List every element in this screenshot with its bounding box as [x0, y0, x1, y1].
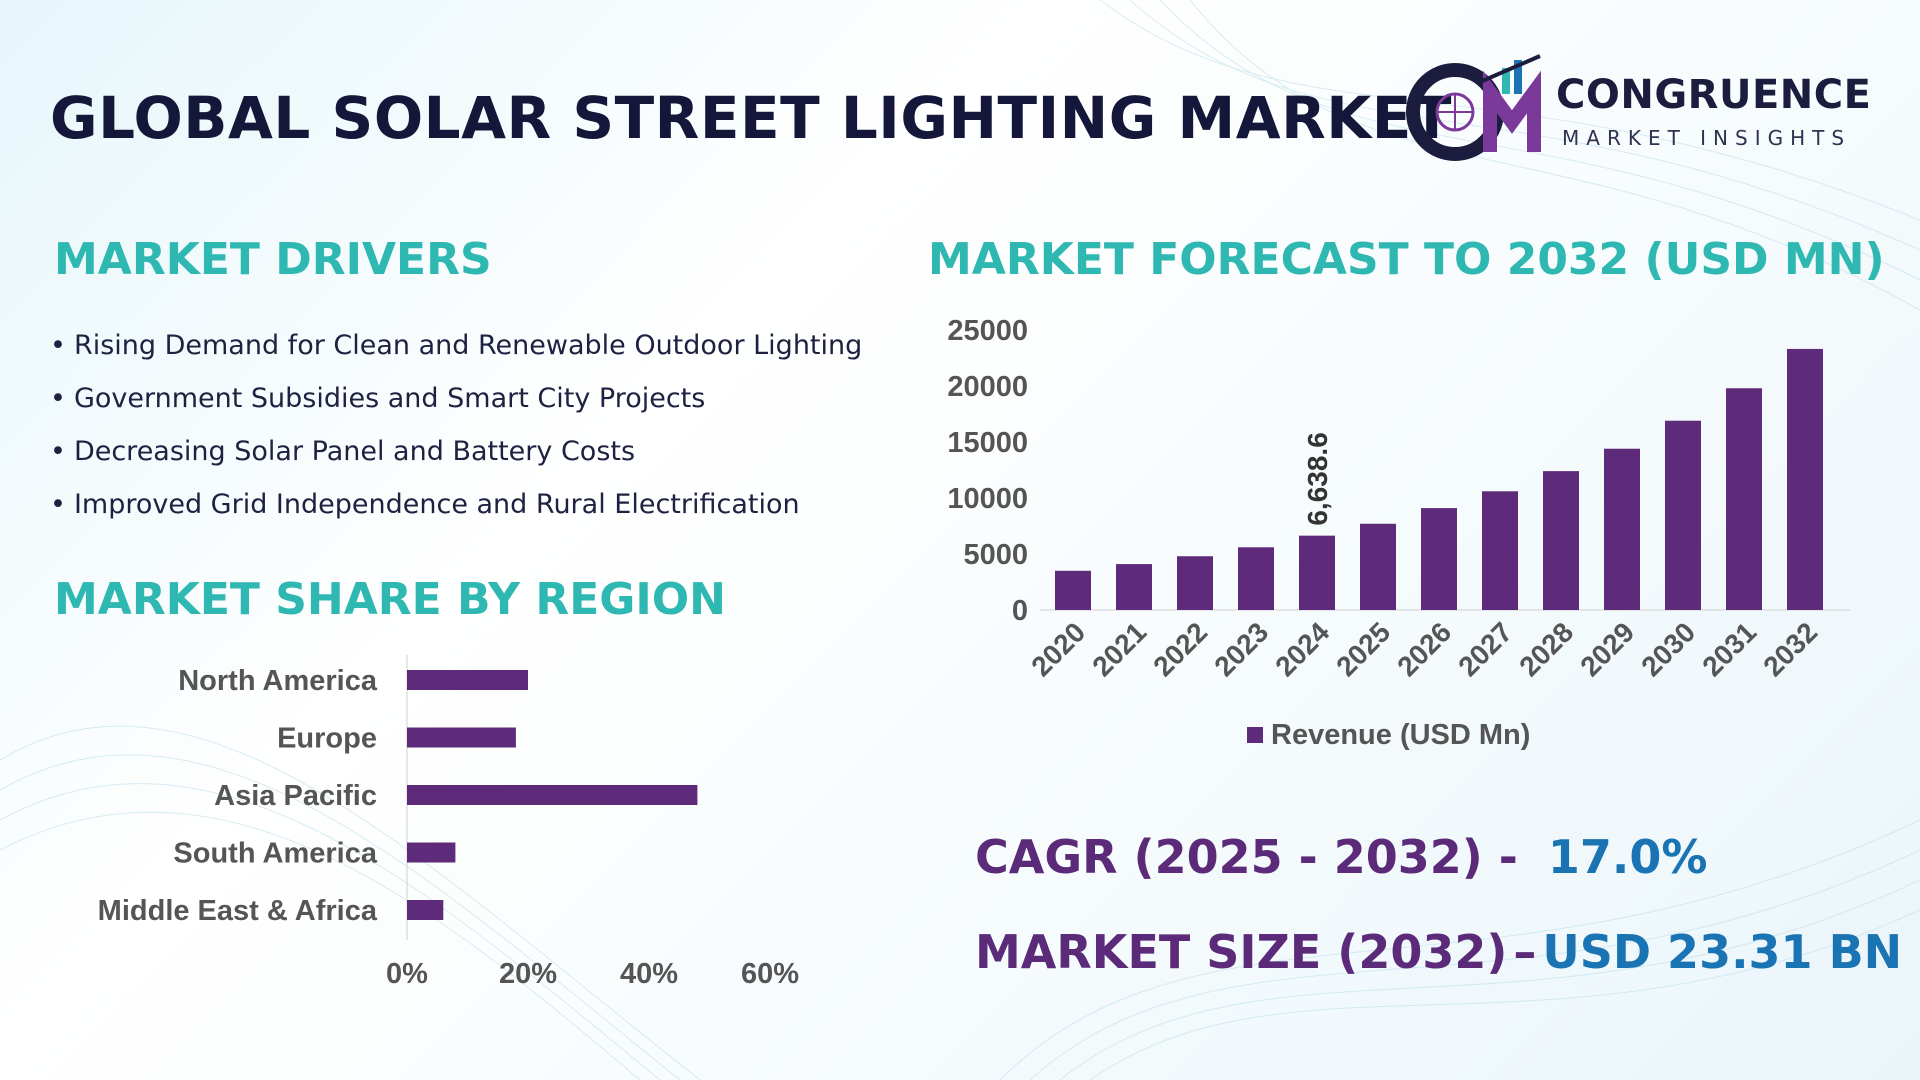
forecast-x-tick-label: 2020 [1025, 616, 1091, 682]
forecast-x-tick-label: 2028 [1513, 616, 1579, 682]
region-section-title: MARKET SHARE BY REGION [54, 574, 726, 625]
forecast-data-label: 6,638.6 [1302, 432, 1333, 525]
forecast-bar [1299, 535, 1335, 610]
forecast-section-title: MARKET FORECAST TO 2032 (USD MN) [928, 234, 1885, 285]
forecast-x-tick-label: 2032 [1757, 616, 1823, 682]
forecast-bar [1543, 471, 1579, 610]
market-size-label: MARKET SIZE (2032) [975, 925, 1508, 979]
legend-label: Revenue (USD Mn) [1271, 719, 1530, 751]
forecast-x-tick-label: 2022 [1147, 616, 1213, 682]
driver-text: Decreasing Solar Panel and Battery Costs [73, 436, 636, 467]
forecast-bar [1116, 564, 1152, 610]
forecast-y-tick-label: 10000 [947, 483, 1028, 515]
region-tick-label: 60% [741, 958, 799, 990]
region-category-label: North America [178, 665, 378, 697]
region-tick-label: 0% [386, 958, 428, 990]
market-size-value: USD 23.31 BN [1542, 925, 1903, 979]
market-size-stat: MARKET SIZE (2032) – USD 23.31 BN [975, 925, 1902, 979]
bullet-icon: • [50, 436, 66, 467]
region-bar [407, 670, 528, 690]
forecast-bar [1482, 491, 1518, 610]
drivers-section-title: MARKET DRIVERS [54, 234, 492, 285]
forecast-x-tick-label: 2025 [1330, 616, 1396, 682]
legend-swatch [1247, 727, 1263, 743]
forecast-x-tick-label: 2026 [1391, 616, 1457, 682]
forecast-x-tick-label: 2024 [1269, 616, 1335, 682]
region-share-chart: North America Europe Asia Pacific South Ame… [98, 655, 799, 990]
region-bar [407, 842, 456, 863]
cagr-value: 17.0% [1547, 830, 1708, 884]
forecast-y-tick-label: 25000 [947, 315, 1028, 347]
forecast-bar [1421, 508, 1457, 610]
forecast-y-tick-label: 15000 [947, 427, 1028, 459]
forecast-x-tick-label: 2029 [1574, 616, 1640, 682]
page-title: GLOBAL SOLAR STREET LIGHTING MARKET [50, 84, 1452, 152]
driver-text: Government Subsidies and Smart City Proj… [73, 383, 706, 414]
revenue-forecast-chart: 0500010000150002000025000202020212022202… [947, 315, 1850, 751]
bullet-icon: • [50, 383, 66, 414]
forecast-y-tick-label: 20000 [947, 371, 1028, 403]
forecast-bar [1238, 547, 1274, 610]
driver-item: • Decreasing Solar Panel and Battery Cost… [50, 431, 862, 484]
forecast-bar [1726, 388, 1762, 610]
forecast-x-tick-label: 2031 [1696, 616, 1762, 682]
bullet-icon: • [50, 489, 66, 520]
forecast-bar [1604, 448, 1640, 610]
logo-tagline: MARKET INSIGHTS [1562, 126, 1852, 150]
region-bar [407, 785, 698, 805]
forecast-x-tick-label: 2023 [1208, 616, 1274, 682]
logo-wordmark: CONGRUENCE [1556, 72, 1872, 118]
forecast-bar [1055, 570, 1091, 610]
region-bar [407, 900, 444, 920]
forecast-bar [1177, 556, 1213, 610]
forecast-y-tick-label: 0 [1012, 595, 1028, 627]
bullet-icon: • [50, 330, 66, 361]
region-tick-label: 40% [620, 958, 678, 990]
market-size-separator: – [1513, 925, 1537, 979]
region-category-label: Europe [277, 723, 377, 755]
driver-text: Improved Grid Independence and Rural Ele… [73, 489, 800, 520]
region-bar [407, 727, 516, 748]
forecast-y-tick-label: 5000 [963, 539, 1028, 571]
cagr-stat: CAGR (2025 - 2032) - 17.0% [975, 830, 1707, 884]
region-tick-label: 20% [499, 958, 557, 990]
driver-item: • Government Subsidies and Smart City Pro… [50, 378, 862, 431]
company-logo-icon [1406, 54, 1541, 161]
forecast-bar [1787, 348, 1823, 610]
forecast-bar [1665, 420, 1701, 610]
region-category-label: Middle East & Africa [98, 895, 378, 927]
driver-text: Rising Demand for Clean and Renewable Ou… [73, 330, 863, 361]
driver-item: • Rising Demand for Clean and Renewable O… [50, 325, 862, 378]
region-category-label: South America [173, 838, 377, 870]
drivers-list: • Rising Demand for Clean and Renewable O… [50, 325, 862, 537]
cagr-label: CAGR (2025 - 2032) - [975, 830, 1518, 884]
forecast-x-tick-label: 2027 [1452, 616, 1518, 682]
forecast-x-tick-label: 2021 [1086, 616, 1152, 682]
forecast-x-tick-label: 2030 [1635, 616, 1701, 682]
region-category-label: Asia Pacific [214, 780, 377, 812]
forecast-bar [1360, 523, 1396, 610]
driver-item: • Improved Grid Independence and Rural El… [50, 484, 862, 537]
